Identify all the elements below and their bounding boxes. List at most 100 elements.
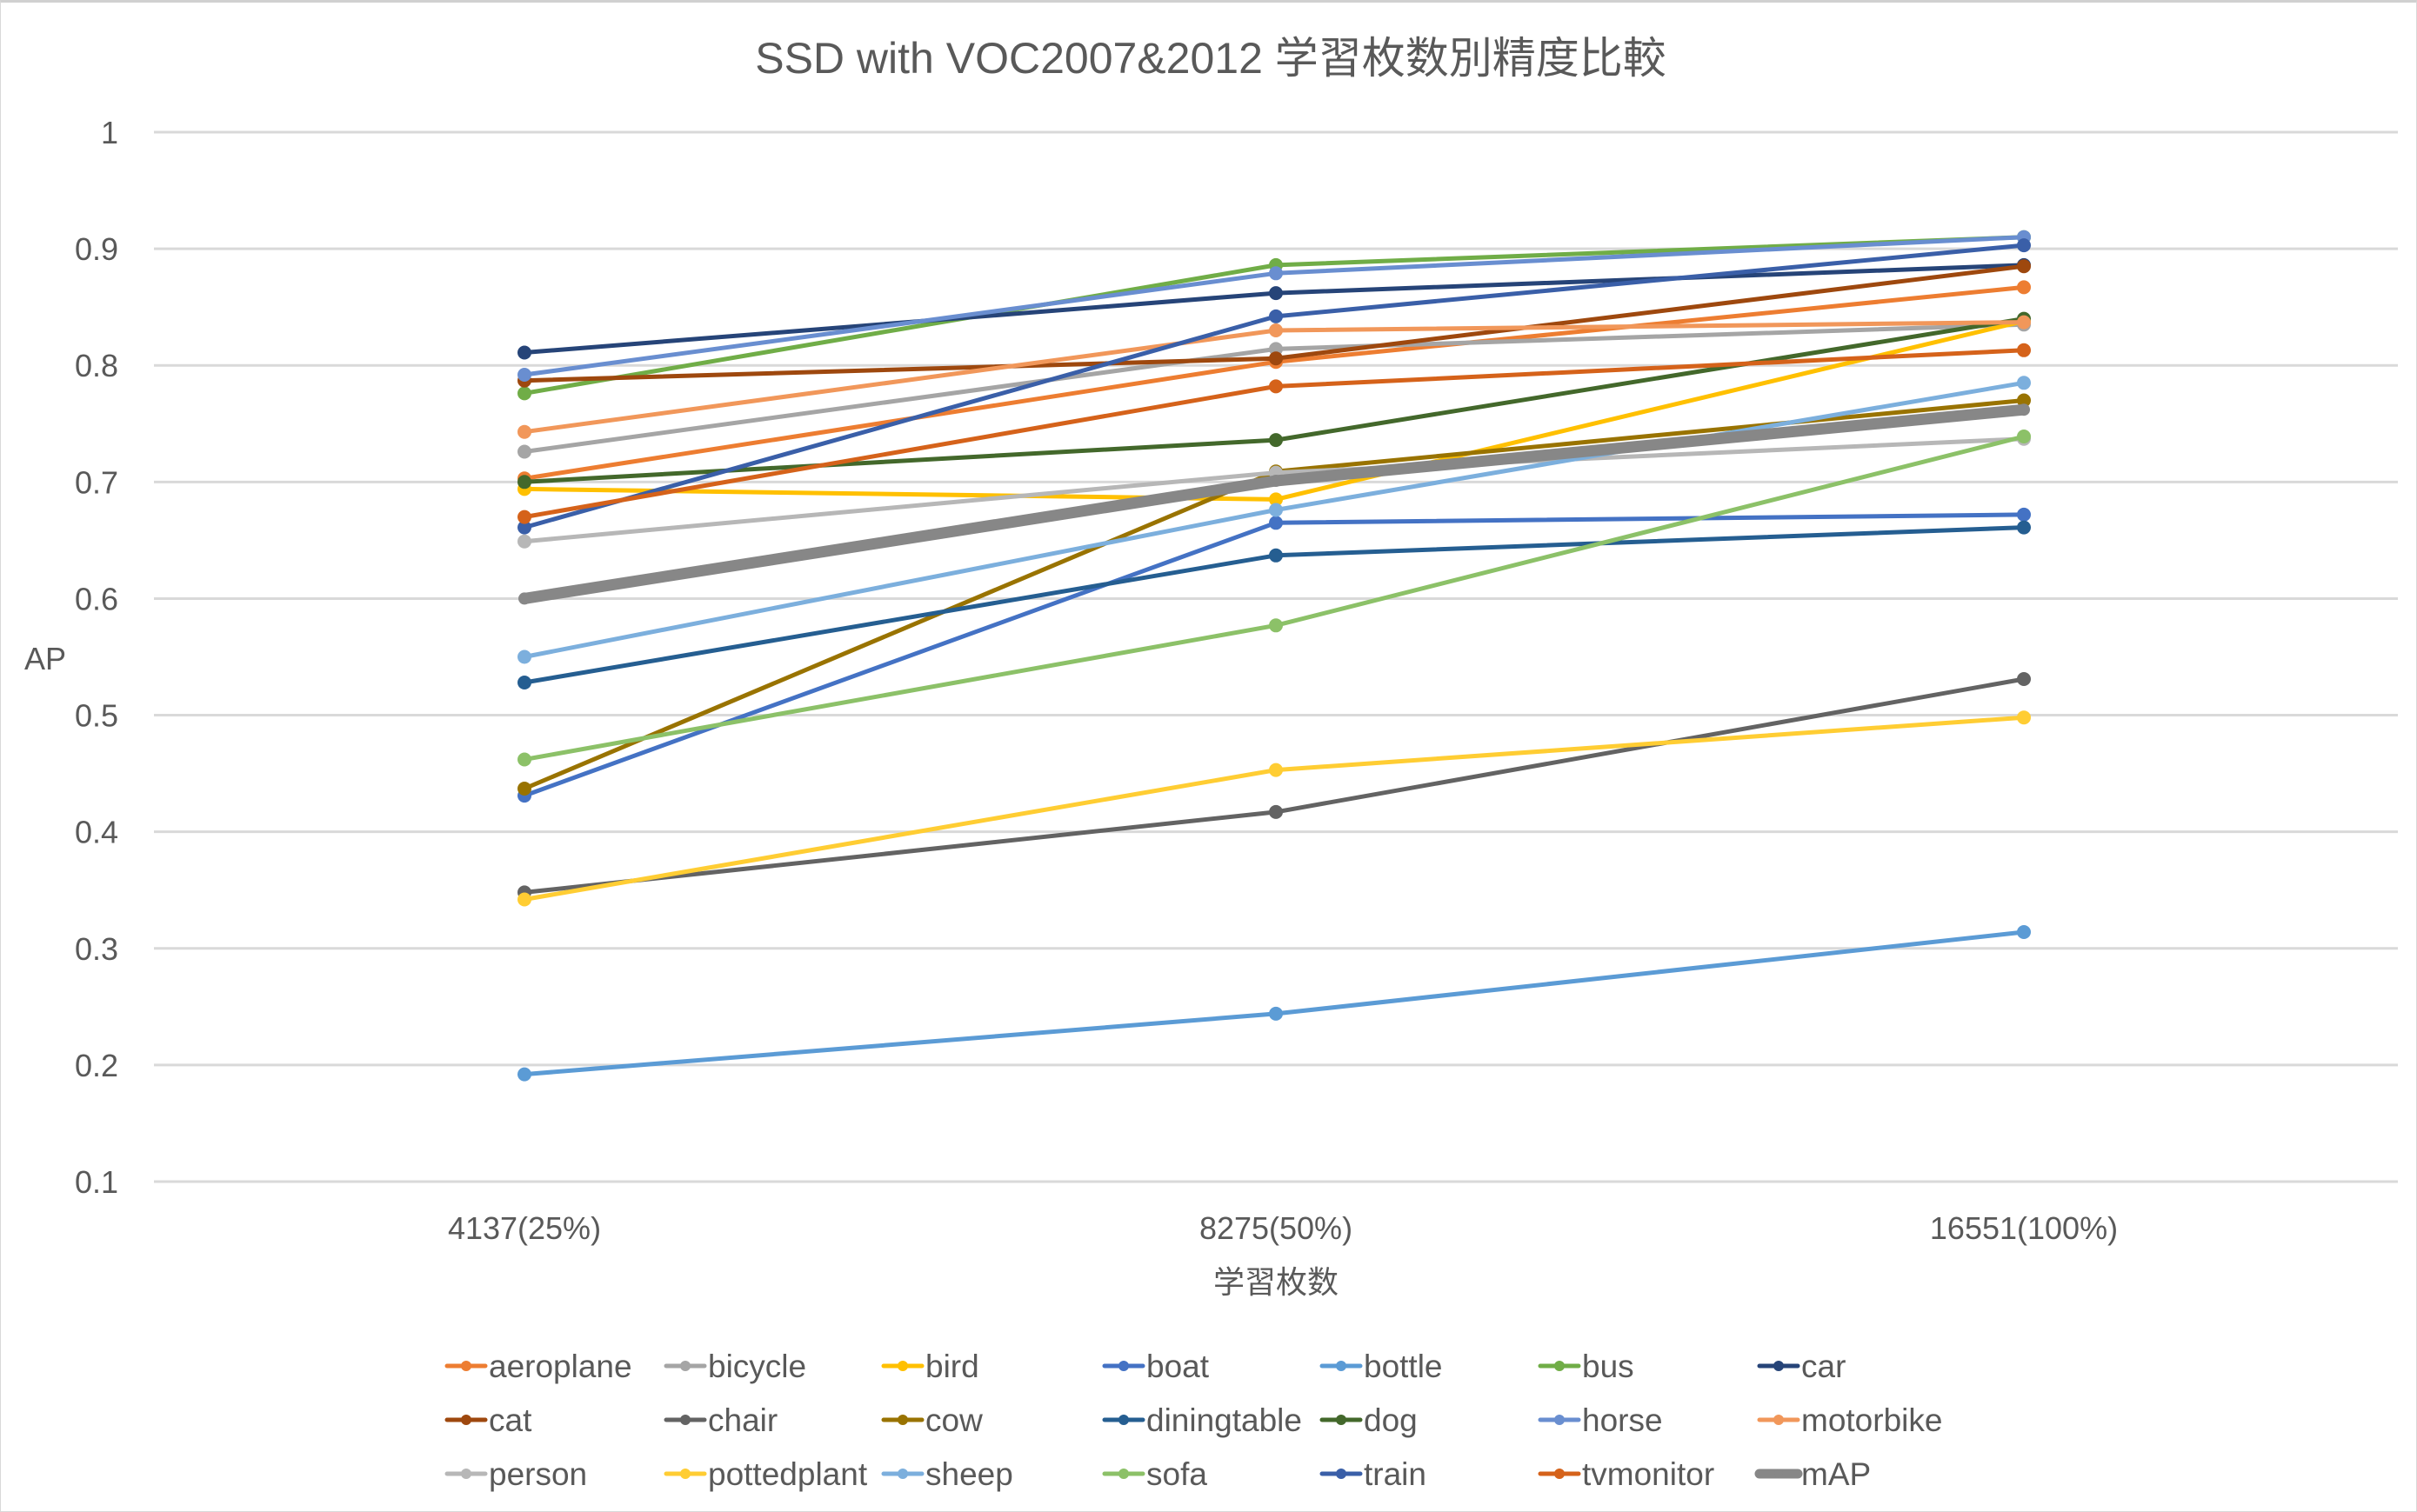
y-tick-label: 0.5	[75, 698, 118, 734]
y-tick-label: 0.8	[75, 348, 118, 383]
legend-marker-icon	[1336, 1361, 1346, 1371]
legend-label: train	[1364, 1456, 1426, 1492]
legend-item-person[interactable]: person	[444, 1456, 587, 1492]
data-point-marker	[2017, 672, 2031, 686]
legend-item-dog[interactable]: dog	[1319, 1402, 1418, 1438]
legend-label: bottle	[1364, 1349, 1443, 1384]
legend-label: aeroplane	[489, 1349, 632, 1384]
legend-item-car[interactable]: car	[1757, 1349, 1846, 1384]
legend-label: sofa	[1146, 1456, 1207, 1492]
legend-item-chair[interactable]: chair	[664, 1402, 778, 1438]
data-point-marker	[517, 475, 531, 490]
legend-marker-icon	[1773, 1415, 1784, 1425]
legend-label: dog	[1364, 1402, 1418, 1438]
legend-item-sofa[interactable]: sofa	[1102, 1456, 1207, 1492]
data-point-marker	[517, 510, 531, 524]
data-point-marker	[1269, 618, 1283, 633]
data-point-marker	[1269, 804, 1283, 819]
data-point-marker	[2017, 259, 2031, 274]
series-line	[522, 398, 2026, 791]
legend-item-bird[interactable]: bird	[881, 1349, 979, 1384]
x-tick-label: 8275(50%)	[1199, 1210, 1352, 1246]
data-point-marker	[517, 345, 531, 360]
data-point-marker	[517, 649, 531, 664]
data-point-marker	[2017, 430, 2031, 443]
legend-marker-icon	[1554, 1415, 1565, 1425]
data-point-marker	[2018, 403, 2030, 416]
y-axis-ticks: 0.1 0.2 0.3 0.4 0.5 0.6 0.7 0.8 0.9 1	[75, 115, 118, 1200]
series-sofa	[517, 430, 2031, 767]
y-tick-label: 0.1	[75, 1164, 118, 1200]
legend-marker-icon	[680, 1469, 691, 1479]
data-point-marker	[1269, 286, 1283, 301]
series-train	[517, 238, 2031, 535]
legend-item-pottedplant[interactable]: pottedplant	[664, 1456, 868, 1492]
data-point-marker	[2017, 315, 2031, 330]
data-point-marker	[517, 676, 531, 689]
series-mAP	[518, 403, 2030, 605]
data-point-marker	[517, 534, 531, 549]
data-point-marker	[1269, 763, 1283, 777]
series-lines	[517, 230, 2031, 1082]
legend-item-motorbike[interactable]: motorbike	[1757, 1402, 1942, 1438]
legend-marker-icon	[1774, 1469, 1783, 1478]
data-point-marker	[2017, 343, 2031, 357]
y-tick-label: 0.9	[75, 231, 118, 267]
legend-item-sheep[interactable]: sheep	[881, 1456, 1013, 1492]
legend-item-train[interactable]: train	[1319, 1456, 1426, 1492]
series-bottle	[517, 925, 2031, 1082]
data-point-marker	[2017, 393, 2031, 408]
legend-marker-icon	[680, 1361, 691, 1371]
legend-marker-icon	[461, 1361, 471, 1371]
legend-item-aeroplane[interactable]: aeroplane	[444, 1349, 632, 1384]
data-point-marker	[1269, 1006, 1283, 1021]
legend-item-tvmonitor[interactable]: tvmonitor	[1538, 1456, 1714, 1492]
legend-label: person	[489, 1456, 587, 1492]
legend-item-horse[interactable]: horse	[1538, 1402, 1663, 1438]
data-point-marker	[1269, 309, 1283, 323]
legend-label: motorbike	[1801, 1402, 1942, 1438]
legend-item-bottle[interactable]: bottle	[1319, 1349, 1443, 1384]
series-pottedplant	[517, 710, 2031, 907]
data-point-marker	[2017, 507, 2031, 522]
legend-item-mAP[interactable]: mAP	[1754, 1456, 1871, 1492]
legend-label: cat	[489, 1402, 532, 1438]
data-point-marker	[1270, 475, 1282, 487]
legend-label: bus	[1582, 1349, 1634, 1384]
series-chair	[517, 672, 2031, 900]
data-point-marker	[517, 752, 531, 767]
data-point-marker	[518, 592, 531, 605]
data-point-marker	[1269, 323, 1283, 337]
legend-item-bicycle[interactable]: bicycle	[664, 1349, 806, 1384]
legend-item-bus[interactable]: bus	[1538, 1349, 1634, 1384]
legend-item-boat[interactable]: boat	[1102, 1349, 1210, 1384]
data-point-marker	[1269, 379, 1283, 394]
legend-marker-icon	[898, 1415, 908, 1425]
y-tick-label: 1	[101, 115, 118, 150]
legend-item-diningtable[interactable]: diningtable	[1102, 1402, 1302, 1438]
series-boat	[517, 507, 2031, 803]
legend-label: bird	[925, 1349, 979, 1384]
y-tick-label: 0.3	[75, 931, 118, 967]
data-point-marker	[2017, 925, 2031, 939]
legend-label: diningtable	[1146, 1402, 1302, 1438]
series-line	[522, 929, 2026, 1077]
data-point-marker	[1269, 266, 1283, 281]
legend-item-cat[interactable]: cat	[444, 1402, 532, 1438]
data-point-marker	[517, 1067, 531, 1082]
legend-label: bicycle	[708, 1349, 806, 1384]
data-point-marker	[2017, 520, 2031, 535]
x-tick-label: 4137(25%)	[448, 1210, 601, 1246]
data-point-marker	[1269, 516, 1283, 530]
legend-marker-icon	[680, 1415, 691, 1425]
legend-item-cow[interactable]: cow	[881, 1402, 983, 1438]
legend-marker-icon	[1118, 1469, 1129, 1479]
legend-marker-icon	[1336, 1415, 1346, 1425]
data-point-marker	[1269, 503, 1283, 517]
legend-label: mAP	[1801, 1456, 1871, 1492]
data-point-marker	[2017, 376, 2031, 390]
y-tick-label: 0.2	[75, 1048, 118, 1083]
legend-marker-icon	[461, 1415, 471, 1425]
